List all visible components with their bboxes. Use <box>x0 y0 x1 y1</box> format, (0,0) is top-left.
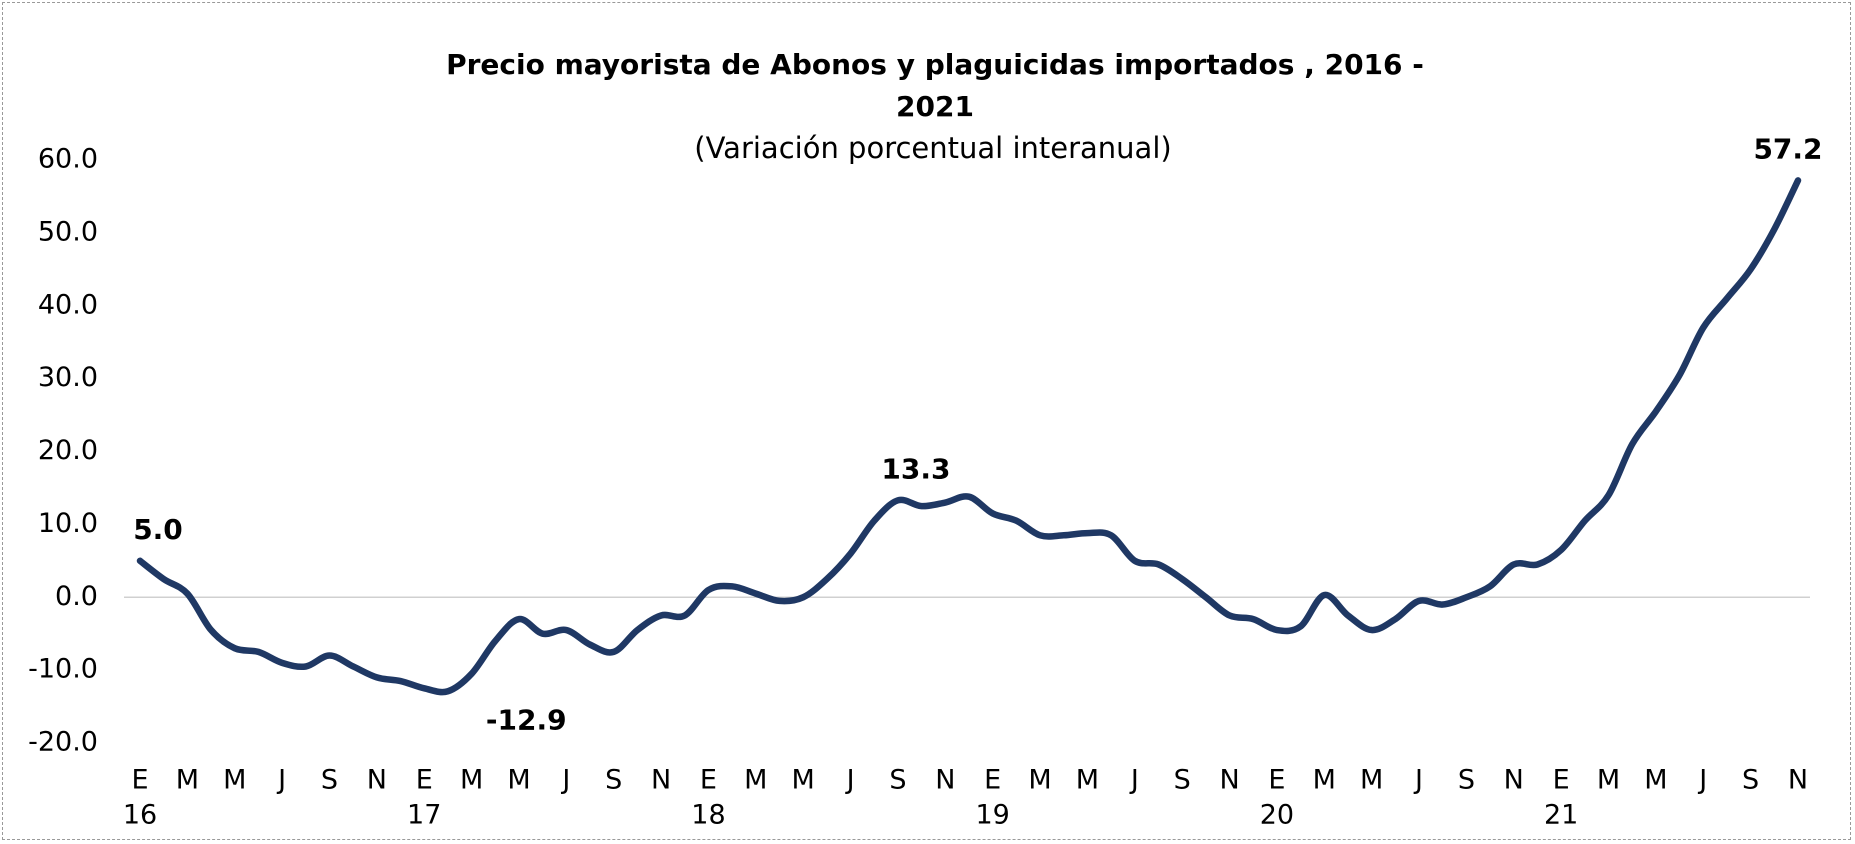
data-label: 5.0 <box>133 513 183 546</box>
y-tick-label: 50.0 <box>38 216 98 247</box>
x-tick-label: N <box>1788 765 1808 796</box>
chart-title: Precio mayorista de Abonos y plaguicidas… <box>446 48 1424 123</box>
x-tick-label: S <box>321 765 338 796</box>
x-tick-label: M <box>1644 765 1667 796</box>
y-tick-label: -20.0 <box>28 727 98 758</box>
data-label: -12.9 <box>486 703 567 736</box>
x-tick-label: M <box>744 765 767 796</box>
x-tick-label: J <box>560 765 570 796</box>
x-tick-label: S <box>1174 765 1191 796</box>
x-tick-label: M <box>792 765 815 796</box>
x-tick-label: M <box>1597 765 1620 796</box>
x-tick-label: S <box>1742 765 1759 796</box>
x-tick-label: M <box>507 765 530 796</box>
y-tick-label: 20.0 <box>38 435 98 466</box>
x-tick-label: E <box>1268 765 1285 796</box>
x-tick-label: S <box>605 765 622 796</box>
x-tick-label: N <box>1504 765 1524 796</box>
x-tick-label: N <box>651 765 671 796</box>
x-tick-label: J <box>276 765 286 796</box>
x-year-label: 20 <box>1260 800 1294 831</box>
x-tick-label: E <box>1553 765 1570 796</box>
x-tick-label: M <box>1313 765 1336 796</box>
x-tick-label: E <box>131 765 148 796</box>
x-year-label: 19 <box>976 800 1010 831</box>
x-tick-label: S <box>889 765 906 796</box>
x-tick-label: J <box>1697 765 1707 796</box>
x-tick-label: N <box>1219 765 1239 796</box>
data-label: 13.3 <box>881 452 950 485</box>
x-tick-label: M <box>176 765 199 796</box>
x-tick-label: M <box>1028 765 1051 796</box>
y-tick-label: -10.0 <box>28 654 98 685</box>
y-tick-label: 0.0 <box>55 581 98 612</box>
x-year-label: 17 <box>407 800 441 831</box>
y-tick-label: 30.0 <box>38 362 98 393</box>
x-tick-label: M <box>460 765 483 796</box>
x-tick-label: M <box>1360 765 1383 796</box>
x-year-label: 21 <box>1544 800 1578 831</box>
x-tick-label: N <box>367 765 387 796</box>
x-tick-label: J <box>1413 765 1423 796</box>
chart-subtitle: (Variación porcentual interanual) <box>694 131 1171 165</box>
y-tick-label: 10.0 <box>38 508 98 539</box>
data-label: 57.2 <box>1753 132 1822 165</box>
y-tick-label: 40.0 <box>38 289 98 320</box>
x-tick-label: M <box>223 765 246 796</box>
x-tick-label: N <box>935 765 955 796</box>
x-tick-label: E <box>984 765 1001 796</box>
x-tick-label: M <box>1076 765 1099 796</box>
x-year-label: 16 <box>123 800 157 831</box>
x-tick-label: J <box>1129 765 1139 796</box>
x-tick-label: E <box>416 765 433 796</box>
x-tick-label: J <box>845 765 855 796</box>
x-tick-label: S <box>1458 765 1475 796</box>
line <box>136 177 1802 696</box>
y-tick-label: 60.0 <box>38 144 98 175</box>
x-tick-label: E <box>700 765 717 796</box>
x-year-label: 18 <box>691 800 725 831</box>
